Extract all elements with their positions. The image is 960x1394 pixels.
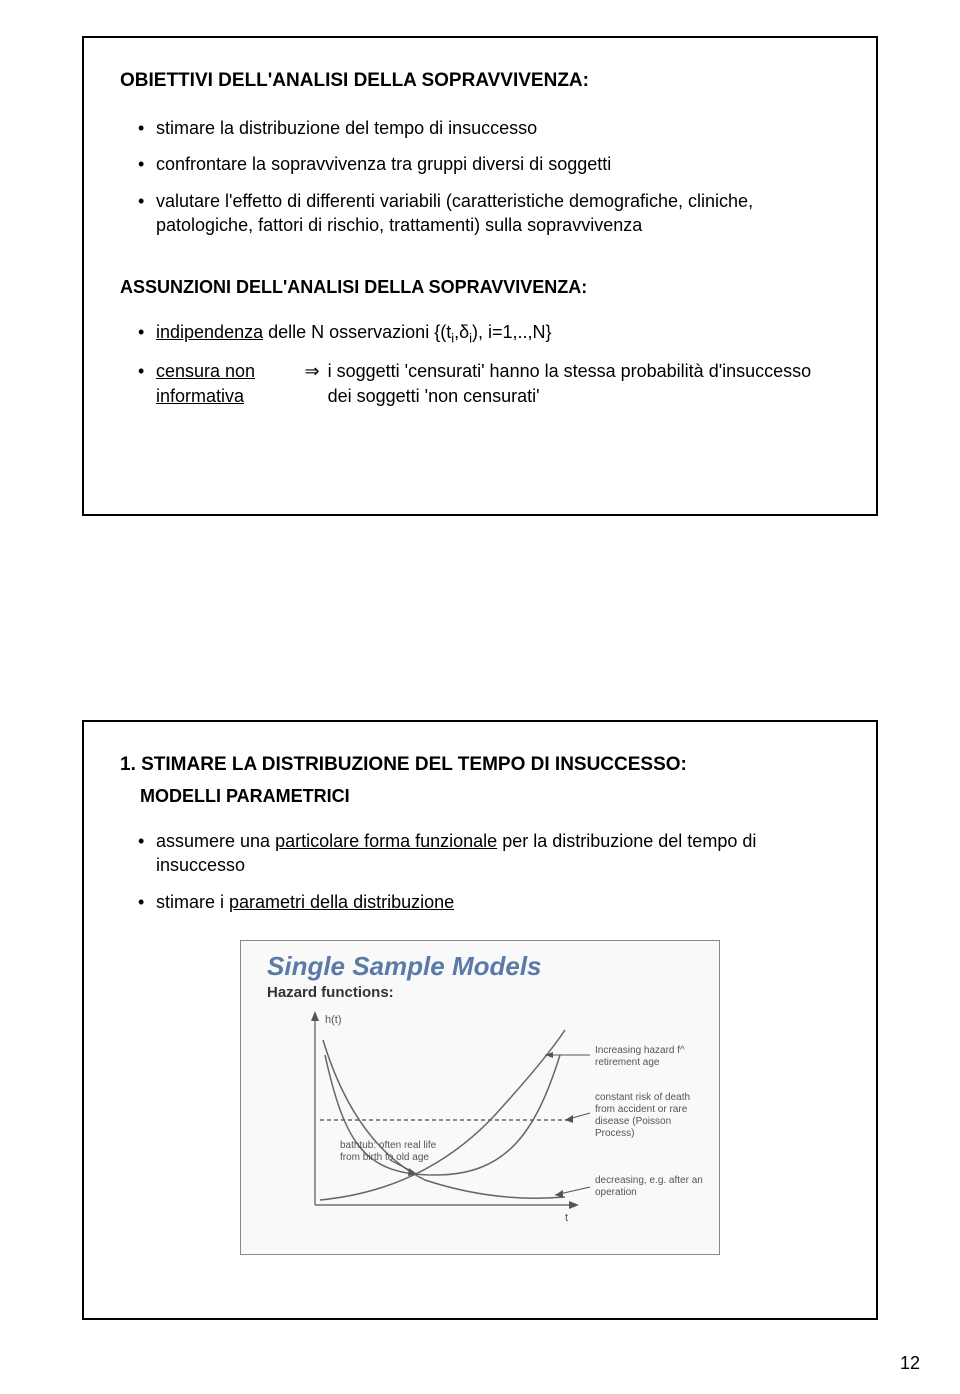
assumption-item: censura non informativa ⇒ i soggetti 'ce… (138, 359, 840, 408)
assumption-text: ), i=1,..,N} (472, 322, 552, 342)
step-text: stimare i (156, 892, 229, 912)
slide2-subtitle: MODELLI PARAMETRICI (140, 786, 840, 807)
label-constant: constant risk of death (595, 1092, 690, 1103)
assumption-consequence: i soggetti 'censurati' hanno la stessa p… (328, 359, 840, 408)
slide-objectives: OBIETTIVI DELL'ANALISI DELLA SOPRAVVIVEN… (82, 36, 878, 516)
figure-subtitle: Hazard functions: (267, 984, 394, 1001)
label-constant: disease (Poisson (595, 1116, 671, 1127)
slide1-title: OBIETTIVI DELL'ANALISI DELLA SOPRAVVIVEN… (120, 70, 840, 92)
x-axis-arrow-icon (569, 1201, 579, 1209)
assumption-item: indipendenza delle N osservazioni {(ti,δ… (138, 320, 840, 347)
assumptions-list: indipendenza delle N osservazioni {(ti,δ… (120, 320, 840, 408)
label-bathtub: bathtub: often real life (340, 1140, 437, 1151)
assumption-underline: censura non informativa (156, 359, 297, 408)
x-axis-label: t (565, 1212, 568, 1224)
assumption-text: delle N osservazioni {(t (263, 322, 451, 342)
objective-item: stimare la distribuzione del tempo di in… (138, 116, 840, 140)
label-decreasing: decreasing, e.g. after an (595, 1175, 703, 1186)
parametric-step: assumere una particolare forma funzional… (138, 829, 840, 878)
objective-item: confrontare la sopravvivenza tra gruppi … (138, 152, 840, 176)
hazard-figure-border: Single Sample Models Hazard functions: h… (240, 940, 720, 1255)
y-axis-label: h(t) (325, 1014, 342, 1026)
page-number: 12 (900, 1353, 920, 1374)
label-decreasing: operation (595, 1187, 637, 1198)
hazard-figure-wrap: Single Sample Models Hazard functions: h… (120, 940, 840, 1255)
assumption-underline: indipendenza (156, 322, 263, 342)
step-text: assumere una (156, 831, 275, 851)
assumptions-heading: ASSUNZIONI DELL'ANALISI DELLA SOPRAVVIVE… (120, 277, 840, 298)
assumption-text: ,δ (454, 322, 469, 342)
slide2-title: 1. STIMARE LA DISTRIBUZIONE DEL TEMPO DI… (120, 754, 840, 776)
parametric-steps-list: assumere una particolare forma funzional… (120, 829, 840, 914)
step-underline: particolare forma funzionale (275, 831, 497, 851)
objective-item: valutare l'effetto di differenti variabi… (138, 189, 840, 238)
step-underline: parametri della distribuzione (229, 892, 454, 912)
slide-parametric-models: 1. STIMARE LA DISTRIBUZIONE DEL TEMPO DI… (82, 720, 878, 1320)
label-constant: Process) (595, 1128, 634, 1139)
label-increasing: Increasing hazard f^ (595, 1045, 685, 1056)
label-constant: from accident or rare (595, 1104, 688, 1115)
figure-title: Single Sample Models (267, 951, 542, 981)
implies-arrow-icon: ⇒ (297, 359, 328, 383)
y-axis-arrow-icon (311, 1011, 319, 1021)
label-increasing: retirement age (595, 1057, 660, 1068)
parametric-step: stimare i parametri della distribuzione (138, 890, 840, 914)
objectives-list: stimare la distribuzione del tempo di in… (120, 116, 840, 237)
arrowhead-icon (565, 1115, 573, 1123)
label-bathtub: from birth to old age (340, 1152, 429, 1163)
hazard-functions-chart: Single Sample Models Hazard functions: h… (245, 945, 715, 1245)
